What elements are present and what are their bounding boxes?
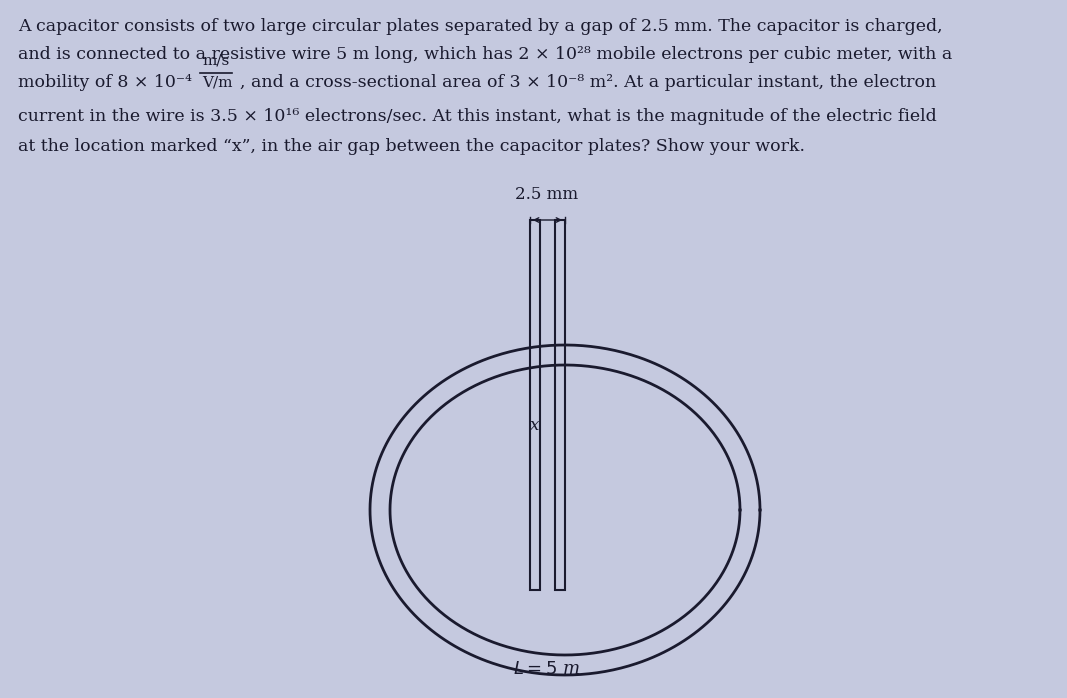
Text: 2.5 mm: 2.5 mm	[515, 186, 578, 203]
Text: m/s: m/s	[202, 54, 229, 68]
Text: mobility of 8 × 10⁻⁴: mobility of 8 × 10⁻⁴	[18, 74, 197, 91]
Text: at the location marked “x”, in the air gap between the capacitor plates? Show yo: at the location marked “x”, in the air g…	[18, 138, 805, 155]
Text: V/m: V/m	[202, 76, 233, 90]
Text: A capacitor consists of two large circular plates separated by a gap of 2.5 mm. : A capacitor consists of two large circul…	[18, 18, 942, 35]
Text: $L=5$ m: $L=5$ m	[513, 660, 580, 678]
Text: current in the wire is 3.5 × 10¹⁶ electrons/sec. At this instant, what is the ma: current in the wire is 3.5 × 10¹⁶ electr…	[18, 108, 937, 125]
Text: x: x	[530, 417, 540, 433]
Text: , and a cross-sectional area of 3 × 10⁻⁸ m². At a particular instant, the electr: , and a cross-sectional area of 3 × 10⁻⁸…	[240, 74, 936, 91]
Text: and is connected to a resistive wire 5 m long, which has 2 × 10²⁸ mobile electro: and is connected to a resistive wire 5 m…	[18, 46, 952, 63]
